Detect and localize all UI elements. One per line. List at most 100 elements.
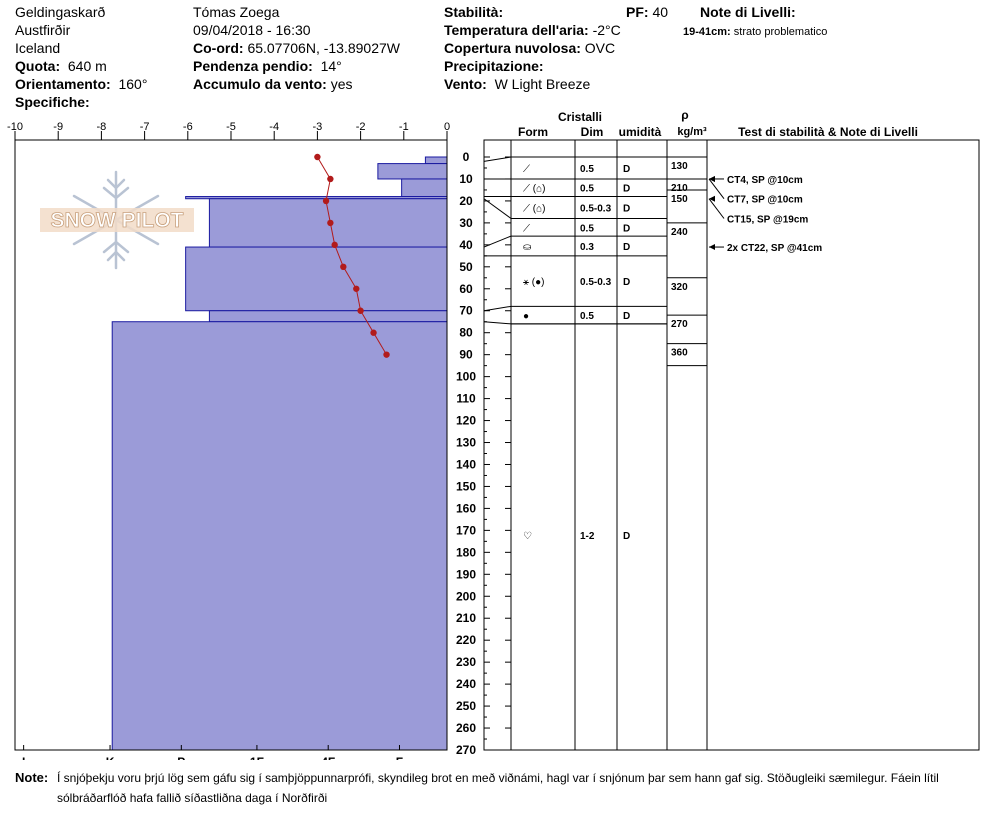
temp-tick-label: -2 [356,121,366,133]
temperature-point [383,351,390,358]
test-arrow [709,195,715,202]
temperature-point [331,241,338,249]
note-label: Note: [15,770,49,785]
air-temp-value: -2°C [592,22,621,38]
temp-tick-label: 0 [444,121,450,133]
layer-moisture-2: D [623,204,630,215]
elevation-label: Quota: [15,58,61,74]
hardness-bar-2 [401,178,448,198]
pf-value: 40 [652,4,669,20]
depth-label: 230 [456,655,476,669]
temp-tick-label: -8 [97,121,107,133]
density-value-3: 240 [671,227,688,238]
depth-label: 50 [459,260,473,274]
depth-label: 270 [456,743,476,757]
layer-connector [483,305,512,312]
depth-label: 140 [456,457,476,471]
layer-moisture-7: D [623,531,630,542]
layer-note-range: 19-41cm: [683,26,731,38]
test-leader [708,178,725,200]
depth-label: 20 [459,194,473,208]
specifics-label: Specifiche: [15,94,90,110]
depth-label: 160 [456,501,476,515]
hardness-bar-0 [424,156,448,165]
layer-size-0: 0.5 [580,164,594,175]
temp-tick-label: -7 [140,121,150,133]
test-label-2: CT15, SP @19cm [727,214,808,225]
depth-label: 90 [459,348,473,362]
stability-label: Stabilità: [444,4,504,20]
wind-value: W Light Breeze [494,76,591,92]
slope: Pendenza pendio: 14° [193,57,342,75]
depth-label: 110 [456,392,476,406]
depth-label: 0 [463,150,470,164]
layer-size-5: 0.5-0.3 [580,277,612,288]
layer-connector [483,156,512,162]
depth-label: 40 [459,238,473,252]
hardness-temperature-plot: -10-9-8-7-6-5-4-3-2-10IKP1F4FF [7,121,450,760]
layer-moisture-3: D [623,223,630,234]
temp-tick-label: -6 [183,121,193,133]
layer-form-0: ⟋ [523,164,530,175]
country-name: Iceland [15,40,61,56]
layer-size-4: 0.3 [580,242,594,253]
temperature-point [353,285,360,292]
layer-form-5: ⚹ (●) [523,277,544,288]
snow-profile-chart: -10-9-8-7-6-5-4-3-2-10IKP1F4FF 010203040… [7,108,980,760]
location-name: Geldingaskarð [15,4,106,20]
temperature-point [327,219,334,227]
layer-moisture-6: D [623,311,630,322]
layer-moisture-5: D [623,277,630,288]
hardness-bar-1 [377,163,448,180]
wind: Vento: W Light Breeze [444,75,590,93]
test-label-1: CT7, SP @10cm [727,195,803,206]
test-label-3: 2x CT22, SP @41cm [727,243,822,254]
aspect-label: Orientamento: [15,76,111,92]
slope-value: 14° [320,58,342,74]
layer-note-text: strato problematico [733,26,828,38]
temp-tick-label: -1 [399,121,409,133]
hardness-bar-7 [111,321,448,751]
density-value-1: 210 [671,183,688,194]
footer-note: Note: Í snjóþekju voru þrjú lög sem gáfu… [15,768,975,805]
layer-size-3: 0.5 [580,223,594,234]
layer-moisture-1: D [623,184,630,195]
temperature-point [322,197,330,205]
temp-tick-label: -5 [226,121,236,133]
cloud-value: OVC [584,40,616,56]
test-leader [708,198,725,219]
depth-label: 180 [456,545,476,559]
density-value-5: 270 [671,319,688,330]
wind-label: Vento: [444,76,487,92]
slope-label: Pendenza pendio: [193,58,313,74]
density-value-6: 360 [671,348,688,359]
hardness-tick-label: F [396,755,403,760]
depth-label: 240 [456,677,476,691]
temperature-point [314,153,321,161]
coord-value: 65.07706N, -13.89027W [247,40,400,56]
moisture-header: umidità [619,125,662,139]
layer-size-1: 0.5 [580,184,594,195]
layer-moisture-0: D [623,164,630,175]
temp-tick-label: -3 [313,121,323,133]
size-header: Dim [581,125,604,139]
temperature-point [340,263,347,271]
layer-moisture-4: D [623,242,630,253]
coord-label: Co-ord: [193,40,244,56]
wind-loading: Accumulo da vento: yes [193,75,352,93]
layer-size-6: 0.5 [580,311,594,322]
layer-table: 0 10 20 30 40 50 60 70 80 90 100 110 120 130 140 150 160… [456,139,980,757]
temperature-point [327,175,334,183]
temperature-point [357,307,364,314]
precipitation-label: Precipitazione: [444,58,544,74]
layer-connector [483,321,512,325]
elevation: Quota: 640 m [15,57,107,75]
depth-label: 220 [456,633,476,647]
temp-tick-label: -4 [269,121,279,133]
layer-connector [483,198,512,219]
depth-label: 250 [456,699,476,713]
depth-label: 210 [456,611,476,625]
wind-loading-value: yes [330,76,353,92]
form-header: Form [518,125,548,139]
hardness-tick-label: I [22,755,25,760]
